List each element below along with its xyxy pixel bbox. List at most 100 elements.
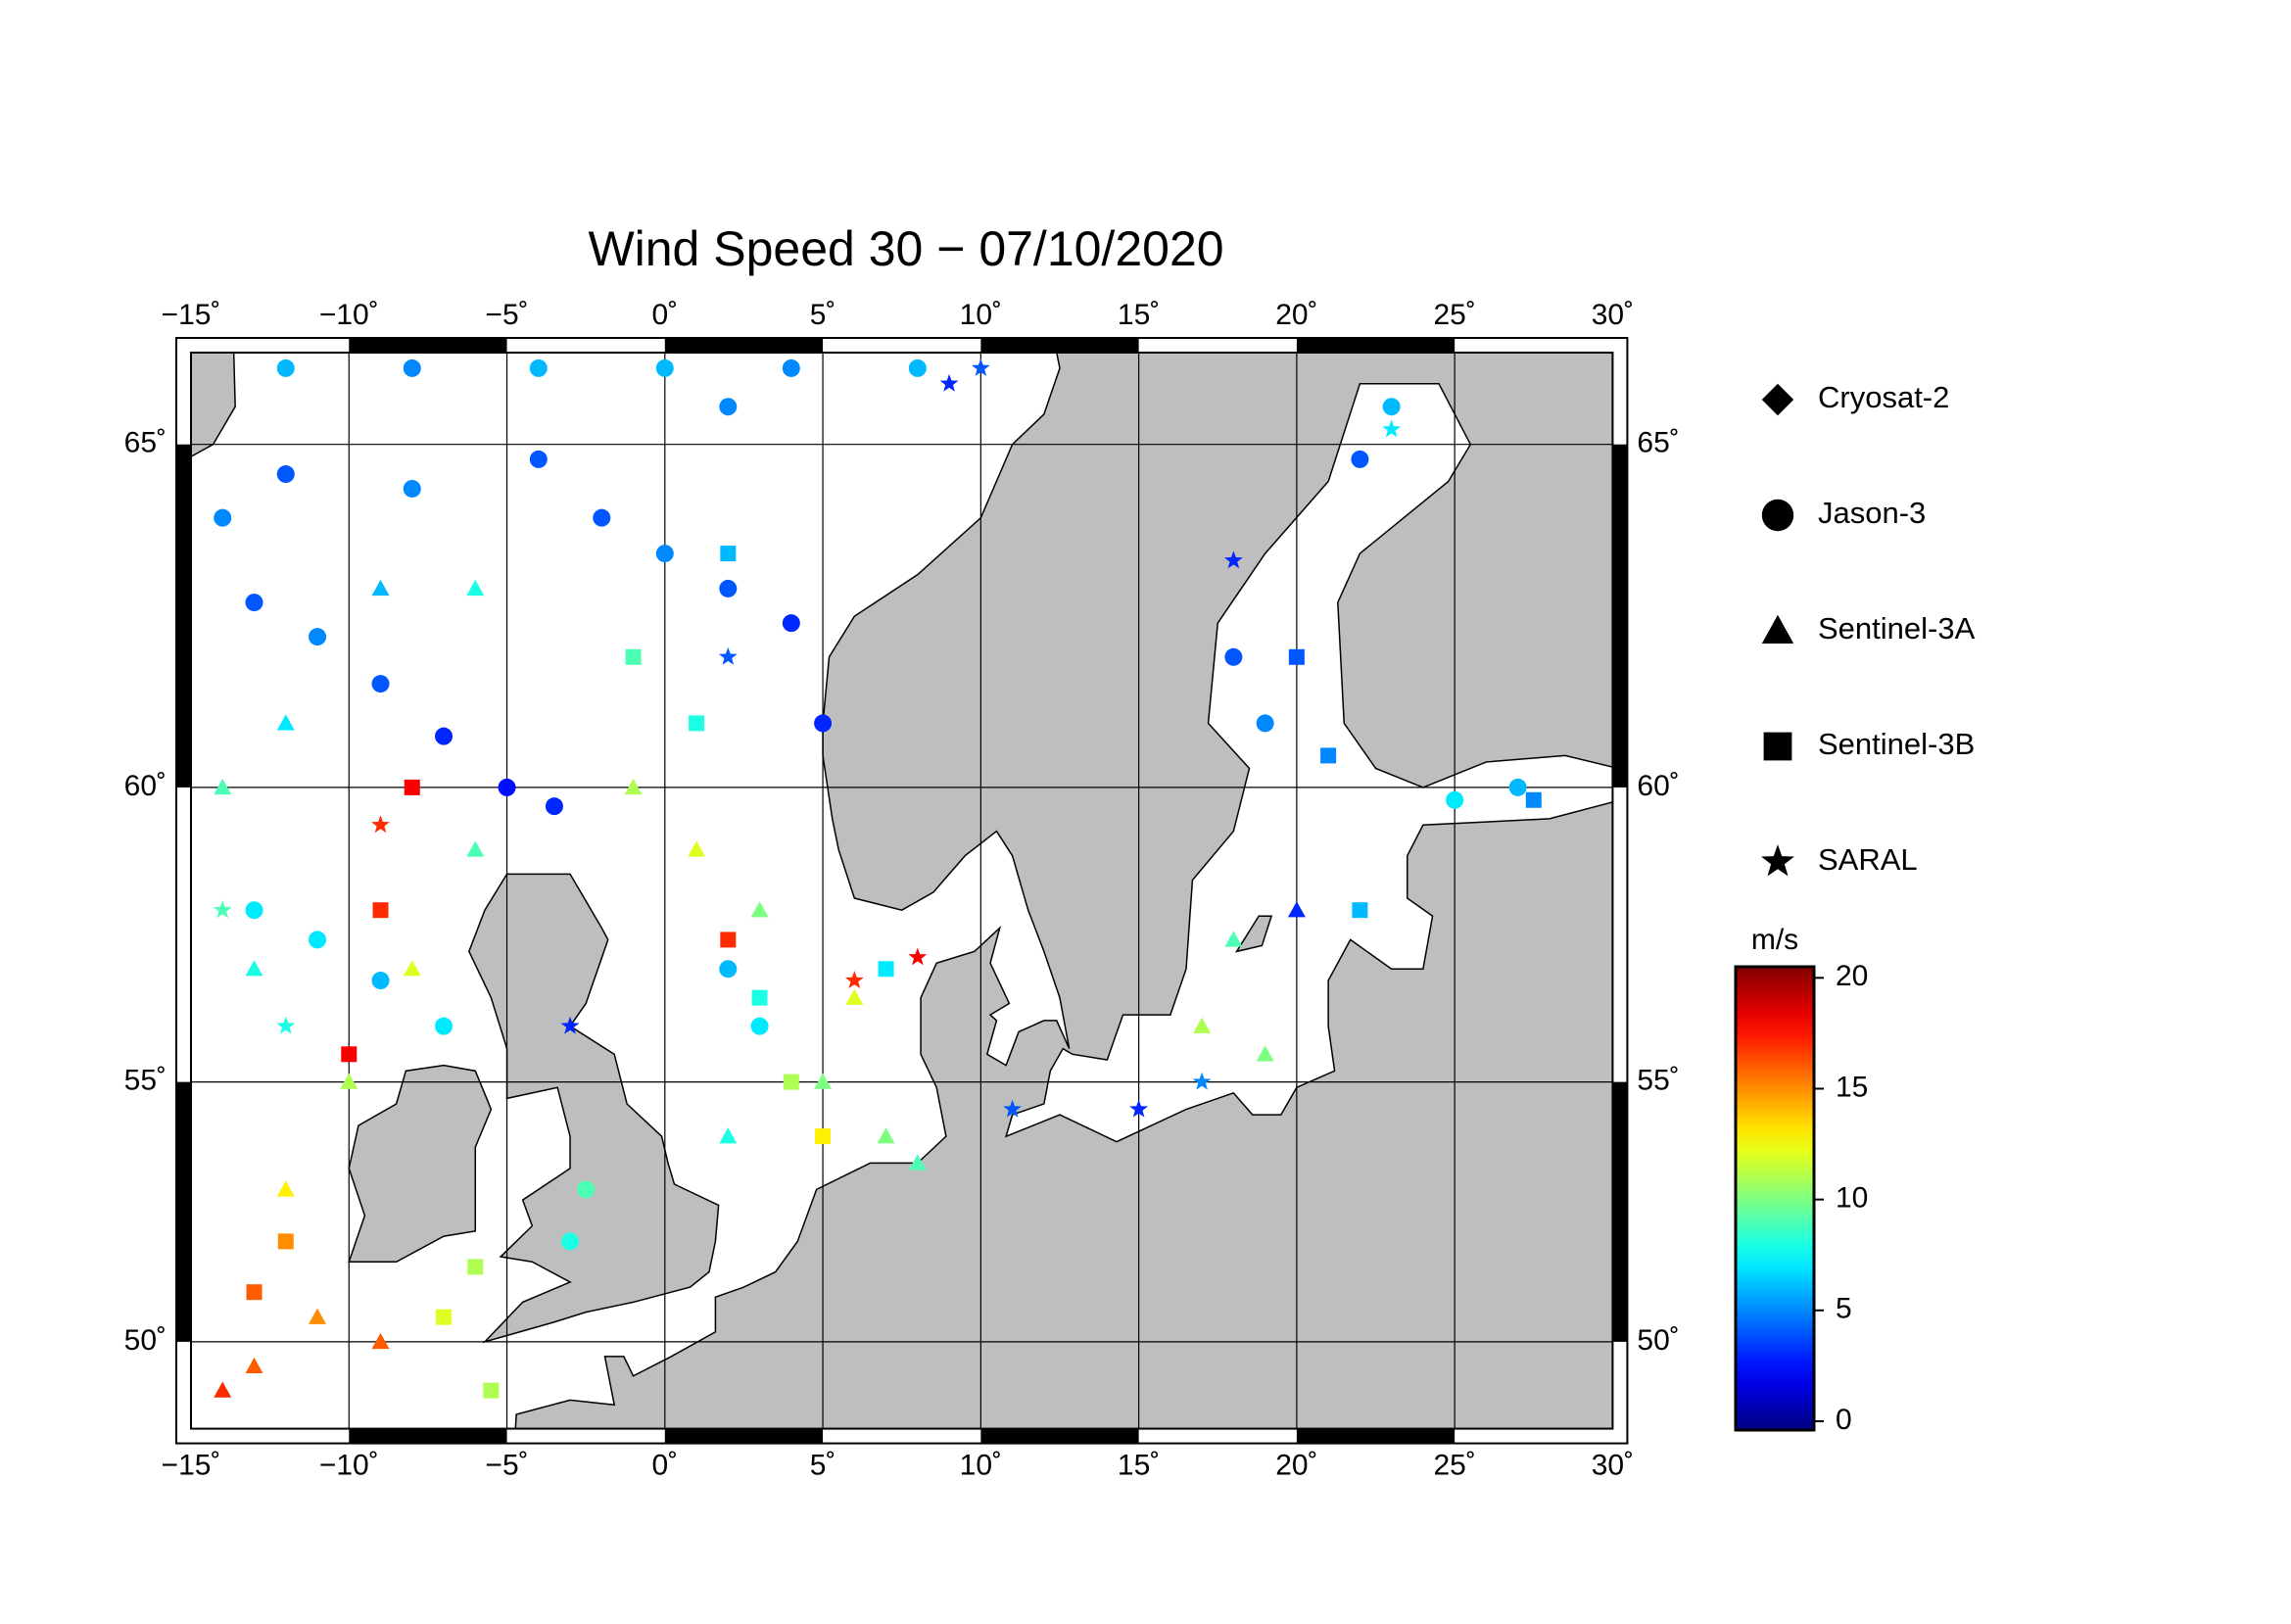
data-point xyxy=(1382,398,1401,416)
data-point xyxy=(1224,647,1243,666)
legend-label: Sentinel-3A xyxy=(1818,611,1976,645)
ireland xyxy=(348,1064,493,1263)
x-tick-label: 0˚ xyxy=(651,299,678,331)
data-point xyxy=(403,479,421,498)
data-point xyxy=(213,900,232,919)
data-point xyxy=(466,840,485,857)
map-area xyxy=(191,353,1613,1429)
data-point xyxy=(689,715,705,732)
data-point xyxy=(577,1180,596,1199)
data-point xyxy=(782,614,800,633)
data-point xyxy=(877,1127,895,1144)
x-tick-label: −15˚ xyxy=(162,1450,221,1482)
y-tick-label: 55˚ xyxy=(124,1065,167,1097)
legend-label: SARAL xyxy=(1818,842,1918,877)
data-point xyxy=(624,778,643,795)
data-point xyxy=(845,988,864,1005)
x-tick-label: 15˚ xyxy=(1118,1450,1160,1482)
data-point xyxy=(750,1017,769,1035)
frame-bar xyxy=(664,1428,824,1444)
colorbar-tick-label: 15 xyxy=(1836,1071,1868,1103)
x-tick-label: 25˚ xyxy=(1433,299,1475,331)
x-tick-label: 5˚ xyxy=(810,299,836,331)
data-point xyxy=(1288,648,1305,665)
data-point xyxy=(719,579,738,597)
data-point xyxy=(1351,450,1369,468)
data-point xyxy=(971,358,990,376)
data-point xyxy=(720,931,737,948)
island xyxy=(1234,915,1273,953)
data-point xyxy=(1320,747,1337,764)
frame xyxy=(175,337,1629,1445)
y-tick-label: 65˚ xyxy=(1637,427,1679,459)
data-point xyxy=(750,901,769,918)
y-tick-label: 60˚ xyxy=(1637,770,1679,802)
colorbar-tick-label: 10 xyxy=(1836,1182,1868,1215)
frame xyxy=(190,352,1614,1430)
iceland xyxy=(191,353,236,458)
data-point xyxy=(593,508,611,527)
data-point xyxy=(560,1016,580,1034)
legend-marker xyxy=(1761,844,1794,877)
data-point xyxy=(718,646,738,665)
data-point xyxy=(276,1180,295,1197)
data-point xyxy=(371,1332,390,1350)
data-point xyxy=(276,714,295,731)
data-point xyxy=(719,1127,738,1144)
data-point xyxy=(719,960,738,979)
x-tick-label: 20˚ xyxy=(1275,299,1317,331)
data-point xyxy=(545,797,563,816)
baltic-sea xyxy=(1004,382,1613,1143)
data-point xyxy=(276,1016,296,1034)
data-point xyxy=(844,971,864,989)
y-tick-label: 50˚ xyxy=(1637,1324,1679,1357)
data-point xyxy=(1129,1099,1149,1118)
data-point xyxy=(655,358,674,377)
data-point xyxy=(814,714,833,733)
data-point xyxy=(309,1308,327,1324)
x-tick-label: 30˚ xyxy=(1592,1450,1634,1482)
data-point xyxy=(1192,1072,1212,1090)
data-point xyxy=(751,989,768,1006)
data-point xyxy=(246,1284,263,1301)
colorbar-tick-label: 20 xyxy=(1836,960,1868,992)
data-point xyxy=(908,1154,927,1170)
data-point xyxy=(371,579,390,597)
frame-bar xyxy=(176,444,191,788)
data-point xyxy=(309,931,327,949)
data-point xyxy=(435,727,453,745)
data-point xyxy=(719,398,738,416)
data-point xyxy=(1223,550,1243,569)
data-point xyxy=(341,1046,358,1063)
frame-bar xyxy=(664,338,824,353)
data-point xyxy=(1525,791,1542,808)
legend-marker xyxy=(1761,499,1794,532)
data-point xyxy=(1382,419,1402,438)
legend-label: Sentinel-3B xyxy=(1818,727,1975,761)
data-point xyxy=(1003,1099,1023,1118)
data-point xyxy=(245,901,263,920)
data-point xyxy=(214,1381,232,1398)
x-tick-label: −15˚ xyxy=(162,299,221,331)
frame-bar xyxy=(1612,444,1628,788)
frame-bar xyxy=(980,338,1139,353)
x-tick-label: 25˚ xyxy=(1433,1450,1475,1482)
map-title: Wind Speed 30 − 07/10/2020 xyxy=(588,221,1223,276)
data-point xyxy=(371,972,390,990)
y-tick-label: 65˚ xyxy=(124,427,167,459)
data-point xyxy=(277,1233,294,1250)
x-tick-label: 30˚ xyxy=(1592,299,1634,331)
legend-label: Jason-3 xyxy=(1818,496,1926,530)
data-point xyxy=(688,840,706,857)
frame-bar xyxy=(176,1081,191,1342)
data-point xyxy=(372,902,389,919)
legend-marker xyxy=(1763,732,1792,761)
data-point xyxy=(1287,901,1306,918)
data-point xyxy=(403,960,421,977)
data-point xyxy=(908,947,928,966)
data-point xyxy=(309,628,327,646)
data-point xyxy=(625,648,642,665)
data-point xyxy=(939,373,959,392)
data-point xyxy=(371,675,390,693)
